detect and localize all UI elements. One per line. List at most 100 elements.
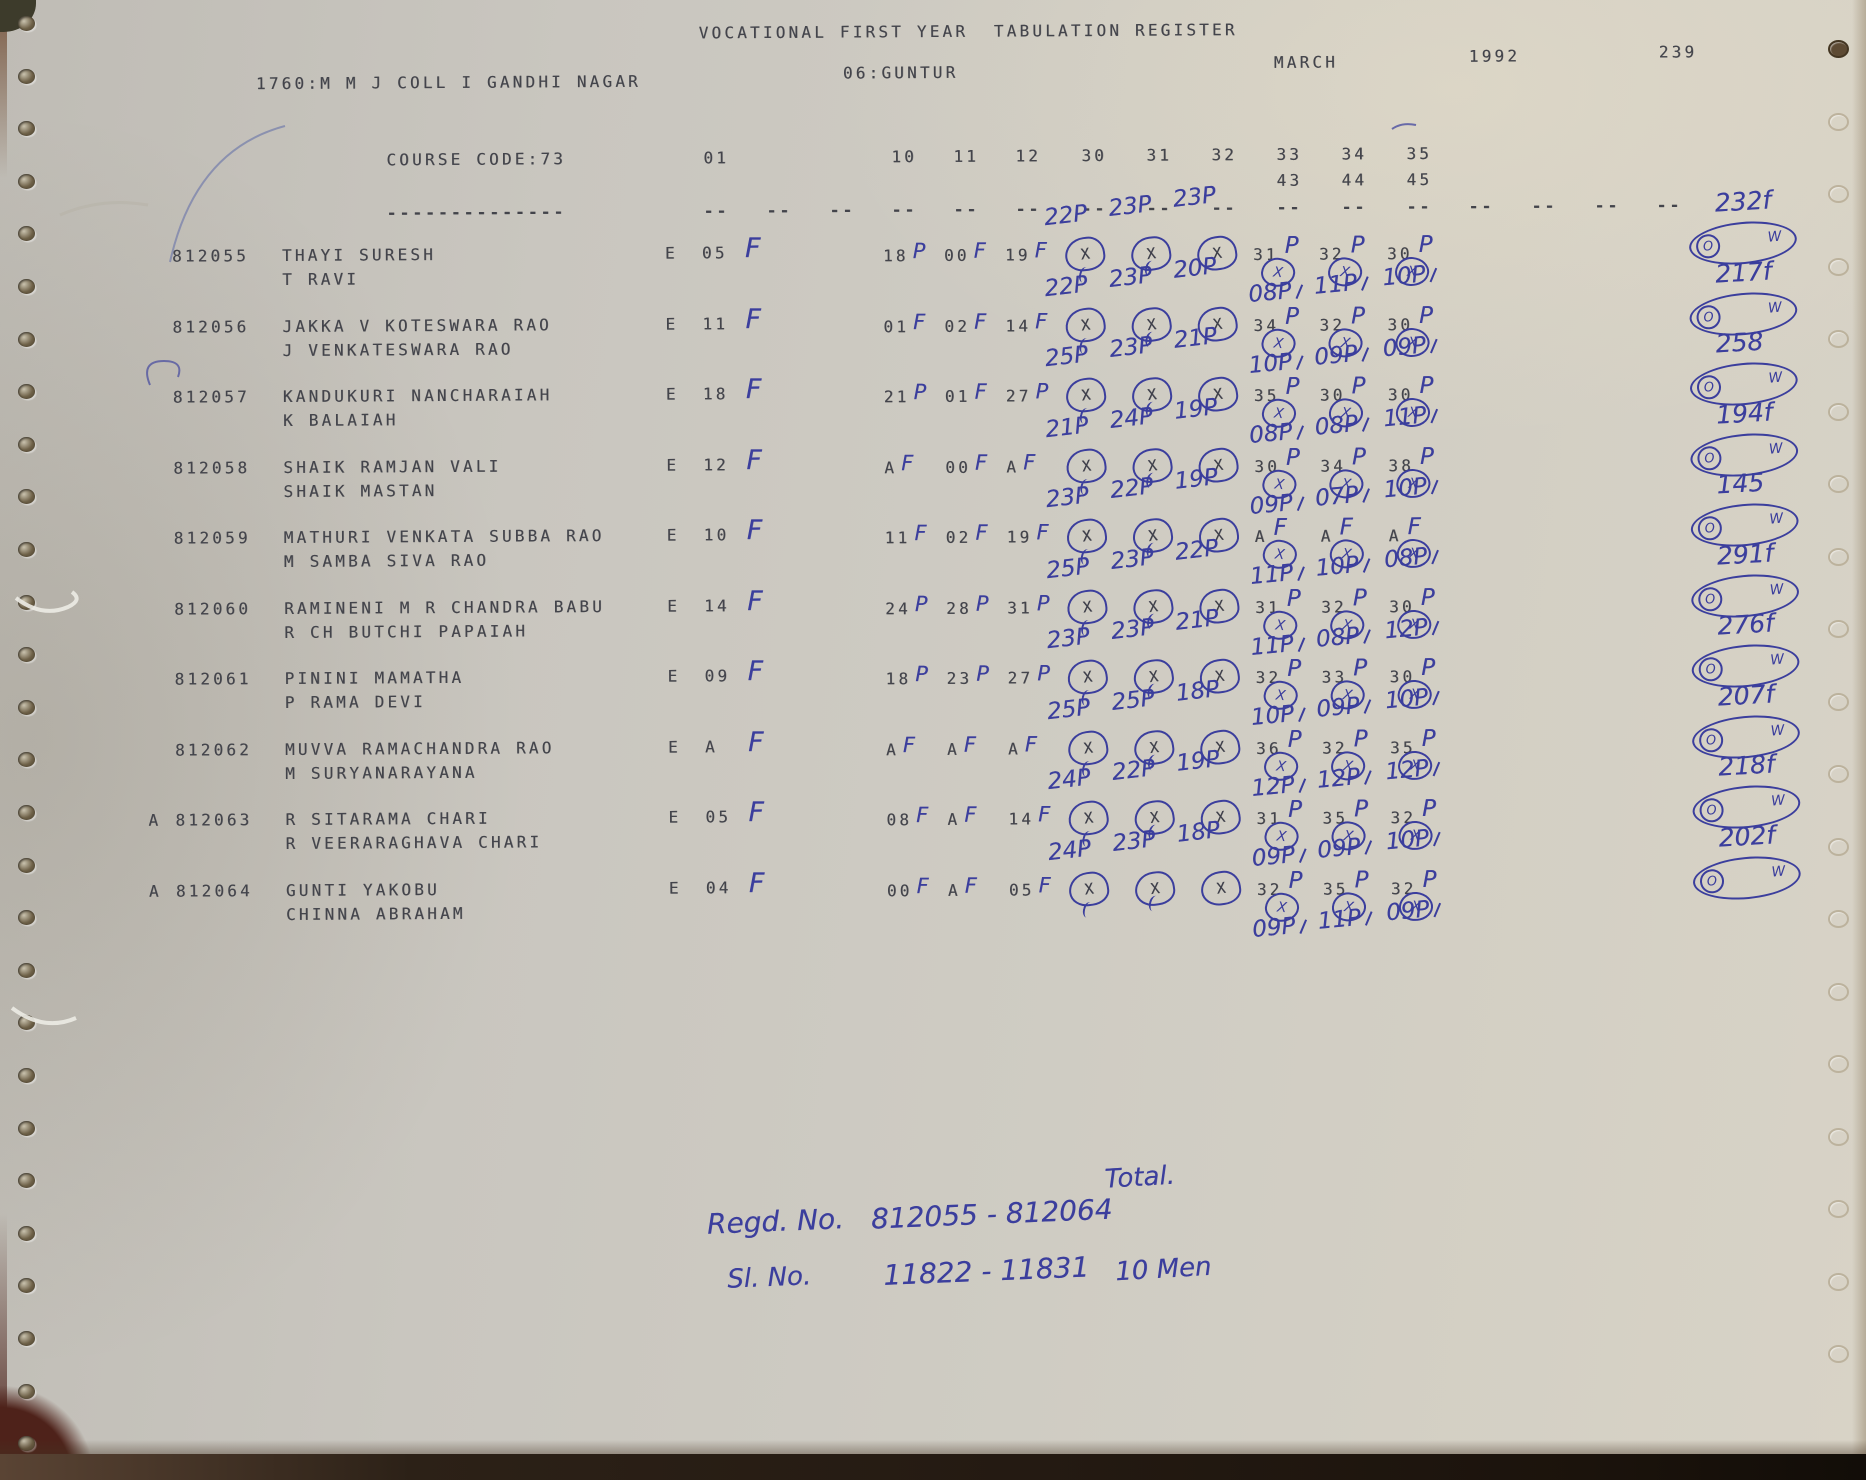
oval-o-mark: O xyxy=(1698,726,1725,753)
mark-result-letter: F xyxy=(964,802,980,827)
page-title: VOCATIONAL FIRST YEAR TABULATION REGISTE… xyxy=(698,20,1238,43)
column-underline: -- xyxy=(1656,195,1683,215)
mark-result-letter: P xyxy=(1287,726,1305,753)
column-header-subject-line2: 43 xyxy=(1276,170,1303,190)
mark-result-letter: F xyxy=(1407,513,1425,541)
mark-result-letter: F xyxy=(964,873,981,898)
oval-o-mark: O xyxy=(1698,797,1725,824)
total-score: 258 xyxy=(1714,326,1765,359)
mark-result-letter: F xyxy=(975,520,991,545)
column-underline: -- xyxy=(1015,199,1042,219)
overmark-value: 25P xyxy=(1045,694,1092,725)
subject-mark: 14 F xyxy=(1005,308,1051,336)
mark-result-letter: P xyxy=(1351,443,1370,470)
college-code: 1760:M M J COLL I GANDHI NAGAR xyxy=(255,71,642,94)
mark-result-letter: F xyxy=(974,450,991,475)
pen-slash-icon xyxy=(1363,699,1372,714)
submark-value: 09P xyxy=(1315,692,1372,723)
reg-number: 812056 xyxy=(172,316,250,337)
total-score: 207f xyxy=(1716,678,1776,712)
mark-result-letter: P xyxy=(1422,795,1440,823)
grade-printed: 11 xyxy=(702,313,729,333)
pen-slash-icon xyxy=(1365,910,1374,926)
subject-mark: 00 F xyxy=(886,873,932,900)
grade-handwritten: F xyxy=(747,585,763,617)
sprocket-hole-icon xyxy=(18,1331,35,1346)
overmark-value: 18P xyxy=(1174,675,1221,707)
grade-handwritten: F xyxy=(748,867,765,899)
student-row: 812061 PININI MAMATHA P RAMA DEVI E 09 F 18 P 23… xyxy=(0,605,1866,731)
binder-hole-icon xyxy=(1828,1345,1849,1363)
medium-code: E xyxy=(667,666,681,686)
mark-result-letter: F xyxy=(973,238,990,263)
printed-x-symbol: X xyxy=(1082,808,1095,828)
total-score: 232f xyxy=(1713,185,1773,218)
student-name: SHAIK RAMJAN VALI xyxy=(283,456,502,477)
binder-hole-icon xyxy=(1828,475,1849,493)
mark-result-letter: P xyxy=(1418,231,1436,259)
mark-result-letter: P xyxy=(1287,655,1305,682)
mark-result-letter: F xyxy=(1024,731,1041,756)
submark-value: 08P xyxy=(1314,410,1371,441)
medium-code: E xyxy=(667,596,681,616)
column-header-grade: 01 xyxy=(703,148,730,168)
subject-mark: 21 P xyxy=(883,380,930,407)
sprocket-hole-icon xyxy=(18,699,35,715)
mark-result-letter: F xyxy=(1034,238,1051,263)
father-name: R CH BUTCHI PAPAIAH xyxy=(284,620,529,642)
column-underline: -- xyxy=(891,200,918,220)
column-underline: -- xyxy=(1406,196,1433,217)
column-header-subject: 32 xyxy=(1211,145,1238,165)
subject-mark: 18 P xyxy=(882,239,929,266)
subject-mark: 31 P xyxy=(1007,590,1053,618)
exam-prefix: A xyxy=(148,810,162,830)
column-underline: -- xyxy=(1276,197,1303,217)
column-underline: -- xyxy=(1341,197,1368,217)
pen-slash-icon xyxy=(1432,690,1441,706)
overmark-value: 21P xyxy=(1172,323,1219,354)
submark-value: 09P xyxy=(1382,331,1439,362)
subject-mark: 02 F xyxy=(945,520,991,547)
column-underline: -- xyxy=(1594,195,1621,215)
student-rows: 812055 THAYI SURESH T RAVI E 05 F 18 P 00 F 19 F 22P… xyxy=(0,0,1861,942)
oval-o-mark: O xyxy=(1698,867,1726,894)
binder-hole-icon xyxy=(1828,402,1849,421)
header-underline-row: -------------- -- -- -- -- -- -- -- -- -- -- -- -- --… xyxy=(0,0,1861,222)
column-header-subject: 10 xyxy=(891,147,918,167)
reg-number: 812064 xyxy=(175,880,253,901)
total-score: 202f xyxy=(1717,819,1776,853)
student-name: MUVVA RAMACHANDRA RAO xyxy=(284,737,555,759)
oval-w-mark: W xyxy=(1767,369,1784,387)
mark-result-letter: P xyxy=(1351,373,1369,400)
overmark-value: 23P xyxy=(1044,482,1091,514)
scanner-bed-strip xyxy=(0,1454,1866,1480)
oval-o-mark: O xyxy=(1695,374,1723,401)
overmark-value: 23P xyxy=(1107,261,1154,293)
mark-result-letter: P xyxy=(1037,661,1054,686)
overmark-value: 23P xyxy=(1045,623,1092,655)
grade-printed: 04 xyxy=(705,877,732,897)
mark-result-letter: P xyxy=(1285,303,1303,330)
sprocket-hole-icon xyxy=(18,805,35,820)
mark-result-letter: P xyxy=(1350,232,1368,259)
pen-slash-icon xyxy=(1361,346,1370,362)
sprocket-hole-icon xyxy=(18,1278,35,1294)
binder-hole-icon xyxy=(1828,837,1849,856)
student-name: JAKKA V KOTESWARA RAO xyxy=(282,314,553,336)
subject-mark: 11 F xyxy=(884,521,930,548)
reg-number: 812058 xyxy=(173,457,251,478)
sprocket-hole-icon xyxy=(18,1068,35,1083)
mark-result-letter: P xyxy=(1286,585,1304,612)
sprocket-hole-icon xyxy=(18,279,35,294)
mark-result-letter: F xyxy=(1038,802,1054,827)
mark-result-letter: F xyxy=(916,803,932,828)
sprocket-hole-icon xyxy=(18,962,35,978)
pen-slash-icon xyxy=(1298,707,1307,723)
mark-result-letter: P xyxy=(976,661,993,686)
sprocket-hole-icon xyxy=(18,857,35,873)
student-row: 812062 MUVVA RAMACHANDRA RAO M SURYANARAYA… xyxy=(0,676,1866,801)
mark-result-letter: P xyxy=(1421,654,1439,682)
pen-slash-icon xyxy=(1362,487,1371,503)
student-row: 812058 SHAIK RAMJAN VALI SHAIK MASTAN E 12 F A… xyxy=(0,394,1864,519)
